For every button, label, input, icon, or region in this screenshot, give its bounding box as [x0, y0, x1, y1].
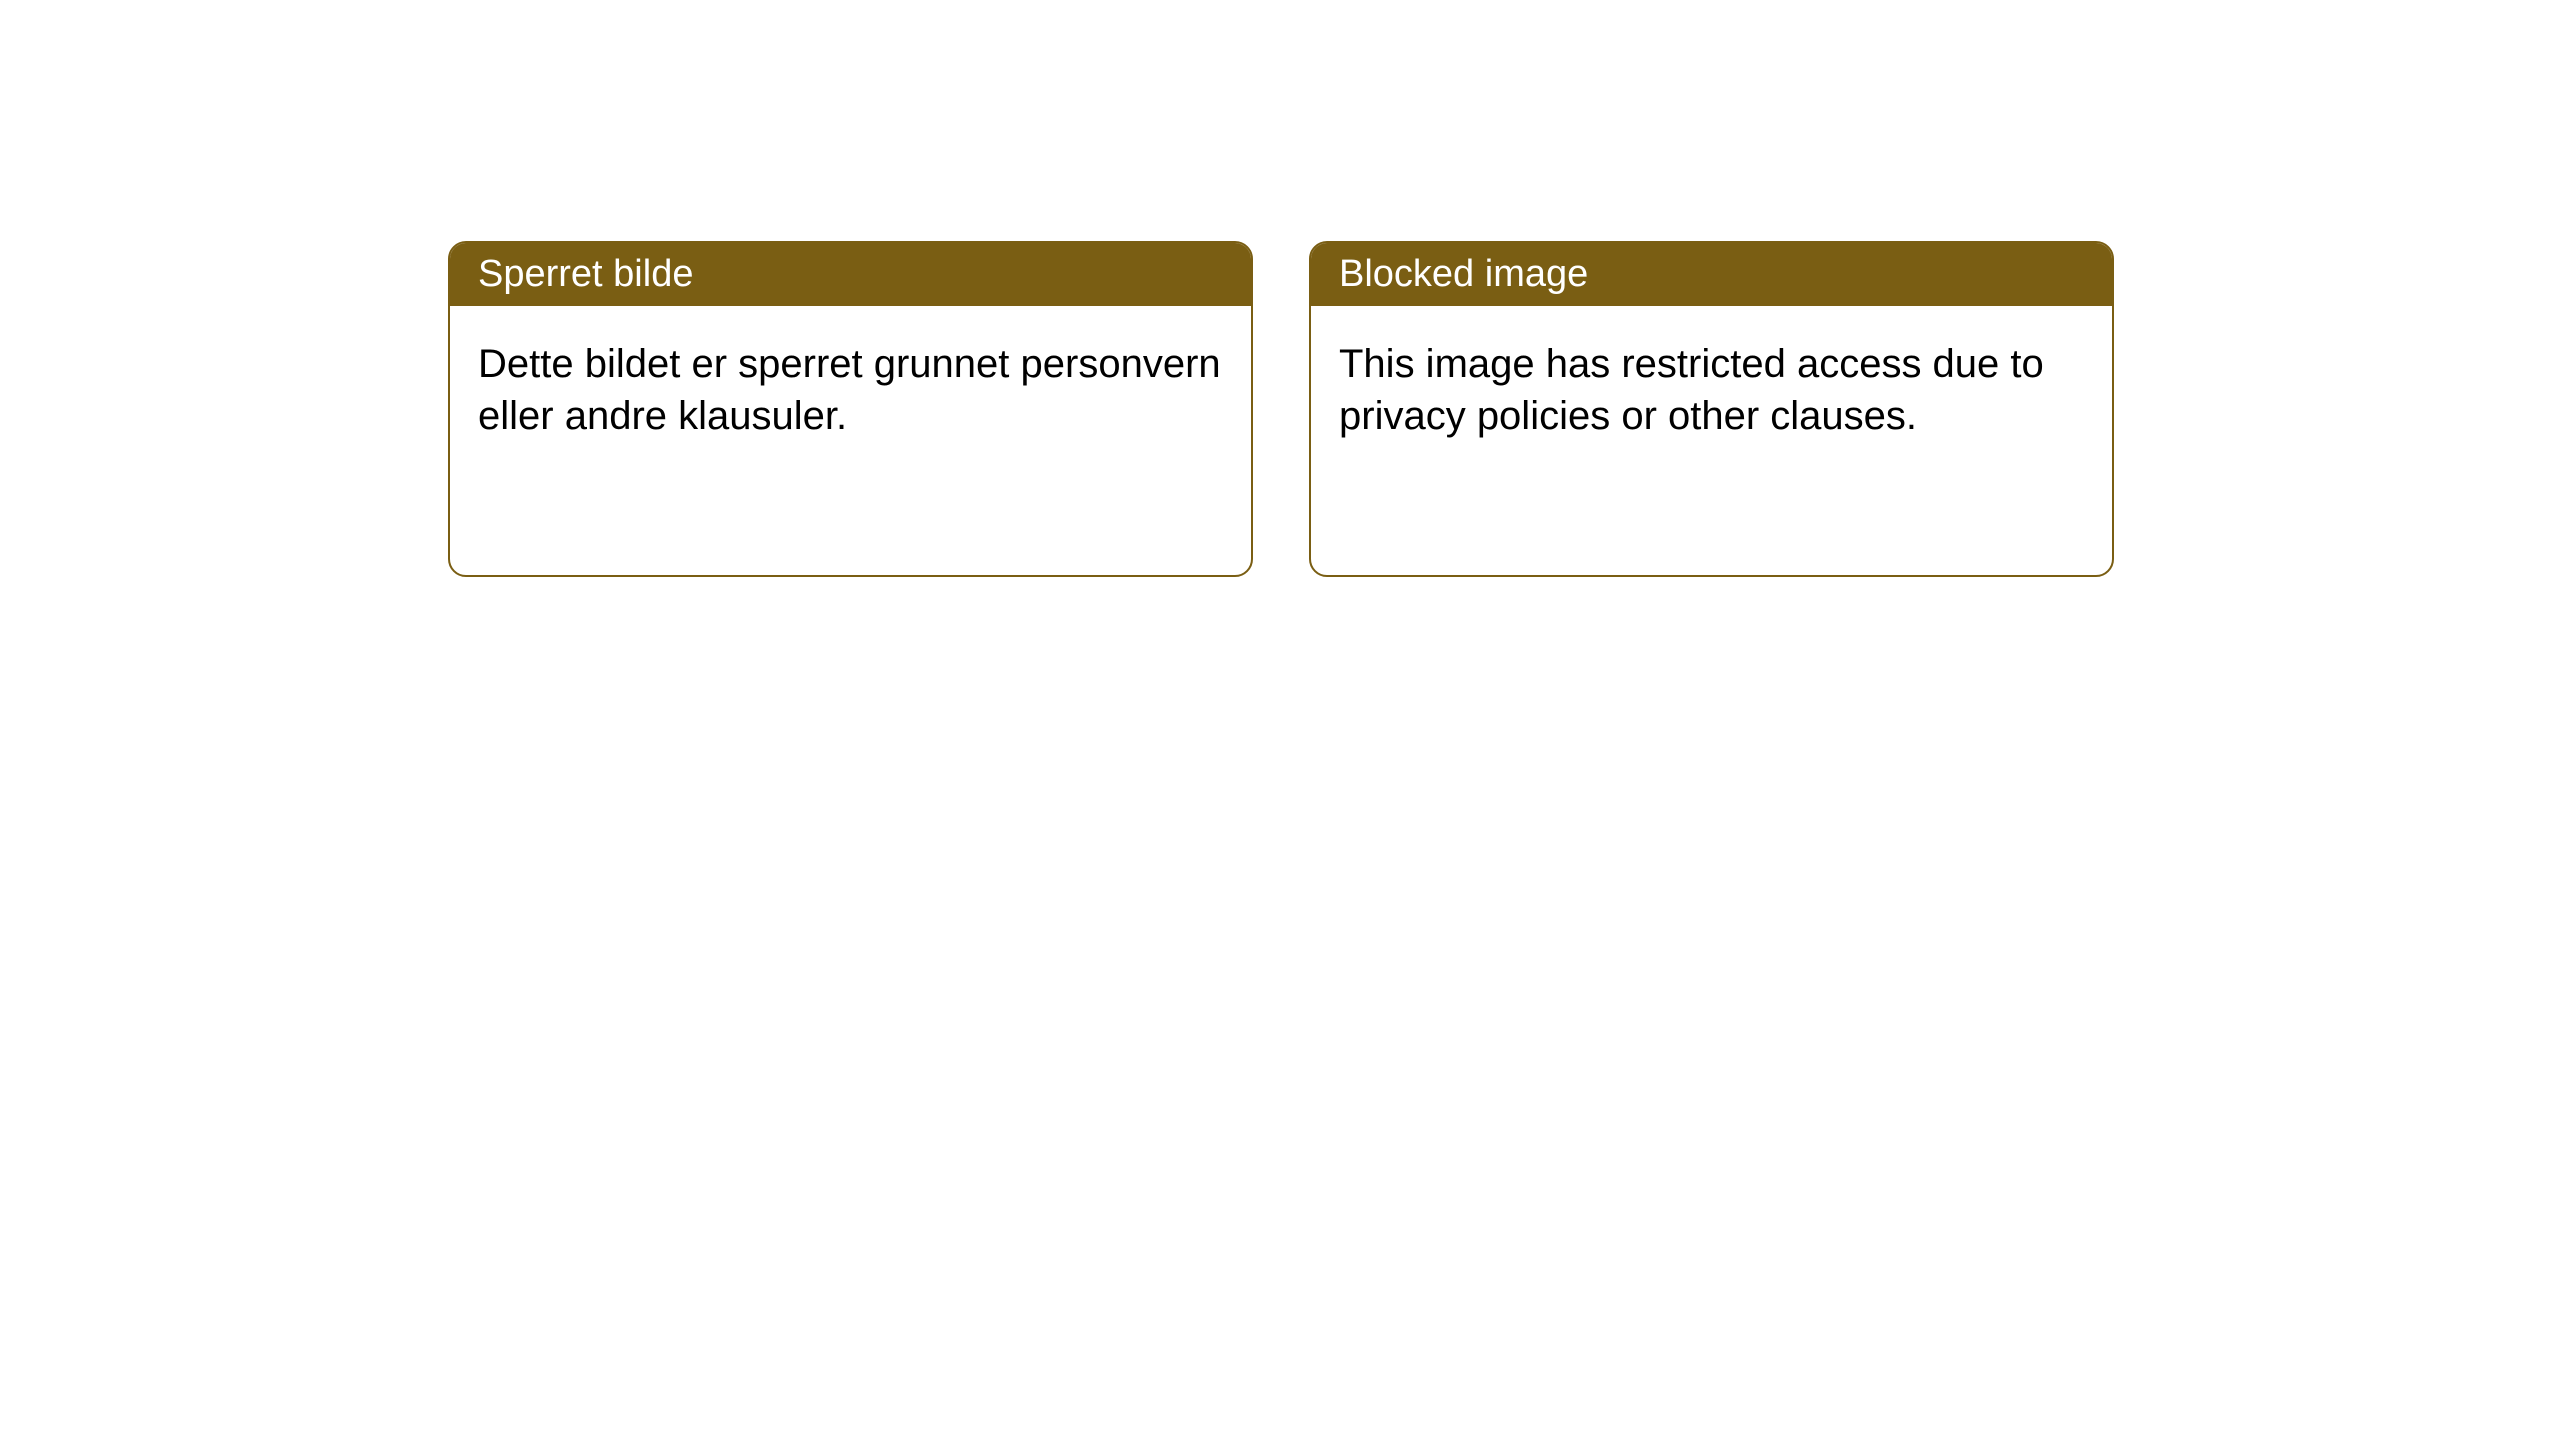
notice-card-norwegian: Sperret bilde Dette bildet er sperret gr…	[448, 241, 1253, 577]
notice-body-text: Dette bildet er sperret grunnet personve…	[478, 342, 1221, 438]
notice-body: Dette bildet er sperret grunnet personve…	[450, 306, 1251, 474]
notice-header: Sperret bilde	[450, 243, 1251, 306]
notice-title: Sperret bilde	[478, 253, 693, 295]
notice-header: Blocked image	[1311, 243, 2112, 306]
notice-body-text: This image has restricted access due to …	[1339, 342, 2044, 438]
notice-card-english: Blocked image This image has restricted …	[1309, 241, 2114, 577]
notice-container: Sperret bilde Dette bildet er sperret gr…	[0, 0, 2560, 577]
notice-body: This image has restricted access due to …	[1311, 306, 2112, 474]
notice-title: Blocked image	[1339, 253, 1588, 295]
